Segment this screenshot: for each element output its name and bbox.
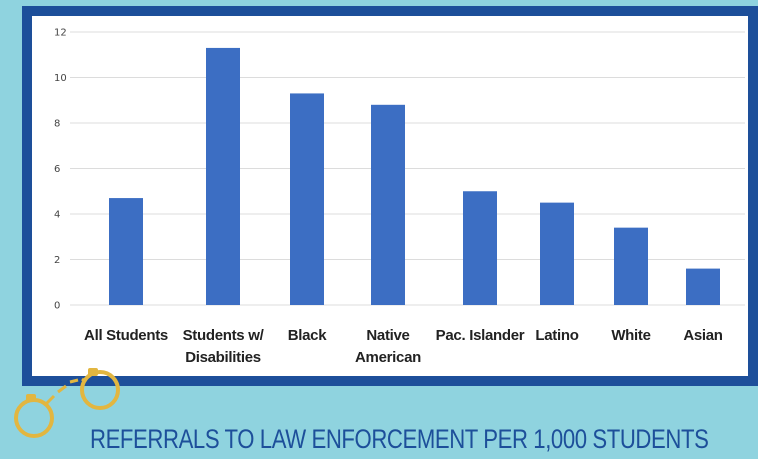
bar — [463, 191, 497, 305]
x-tick-label: Black — [288, 327, 327, 344]
y-tick-label: 0 — [54, 301, 60, 312]
bar — [109, 198, 143, 305]
x-tick-label: Native — [366, 327, 409, 344]
bar — [206, 47, 240, 306]
y-tick-label: 2 — [54, 255, 60, 266]
x-tick-label: Pac. Islander — [436, 327, 525, 344]
x-tick-label: All Students — [84, 327, 168, 344]
bar — [371, 104, 405, 305]
x-tick-label: American — [355, 349, 421, 366]
x-tick-label: Disabilities — [185, 349, 261, 366]
y-tick-label: 4 — [54, 210, 60, 221]
handcuffs-icon — [14, 368, 120, 438]
x-tick-label: Latino — [535, 327, 578, 344]
bar — [686, 268, 720, 305]
bar — [290, 93, 324, 305]
y-tick-label: 10 — [54, 73, 67, 84]
y-tick-label: 6 — [54, 164, 60, 175]
x-tick-label: White — [611, 327, 650, 344]
chart-title: REFERRALS TO LAW ENFORCEMENT PER 1,000 S… — [90, 424, 709, 454]
bar — [614, 227, 648, 305]
y-tick-label: 12 — [54, 28, 67, 39]
x-tick-label: Asian — [683, 327, 722, 344]
x-tick-label: Students w/ — [183, 327, 265, 344]
y-tick-label: 8 — [54, 119, 60, 130]
bar — [540, 202, 574, 305]
